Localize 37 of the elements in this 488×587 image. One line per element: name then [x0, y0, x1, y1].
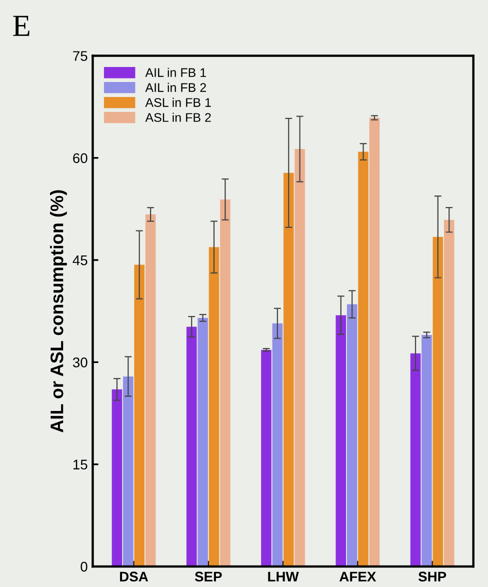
y-tick-label: 15 — [73, 460, 88, 470]
x-tick-label: DSA — [120, 572, 148, 582]
bar — [358, 152, 368, 566]
bar — [186, 326, 197, 566]
bar — [432, 236, 444, 566]
bar — [422, 334, 432, 566]
x-tick-label: SEP — [194, 572, 222, 582]
bar — [444, 220, 454, 566]
bar — [283, 172, 294, 566]
bar — [410, 353, 421, 566]
y-tick-label: 60 — [73, 153, 88, 164]
legend-label: ASL in FB 1 — [145, 98, 211, 107]
x-tick-label: AFEX — [340, 572, 376, 582]
legend-label: AIL in FB 2 — [145, 82, 206, 92]
bar — [145, 214, 156, 566]
bar — [369, 118, 380, 566]
y-tick-label: 75 — [73, 51, 88, 61]
legend-label: AIL in FB 1 — [145, 68, 206, 77]
bar — [208, 247, 220, 566]
legend-label: ASL in FB 2 — [145, 112, 211, 122]
bar — [112, 389, 122, 566]
y-tick-label: 30 — [72, 358, 88, 368]
bar — [123, 376, 134, 566]
bar — [261, 350, 272, 566]
bar — [220, 199, 230, 566]
bar — [346, 304, 358, 566]
bar — [336, 315, 346, 566]
y-axis-title: AIL or ASL consumption (%) — [50, 190, 67, 432]
bar — [272, 323, 283, 566]
y-tick-label: 45 — [72, 256, 88, 266]
text: E — [13, 16, 30, 36]
bar — [294, 149, 305, 566]
bar — [134, 264, 145, 566]
bar — [198, 318, 208, 566]
x-tick-label: SHP — [418, 572, 446, 582]
x-tick-label: LHW — [268, 572, 299, 582]
y-tick-label: 0 — [80, 562, 88, 572]
